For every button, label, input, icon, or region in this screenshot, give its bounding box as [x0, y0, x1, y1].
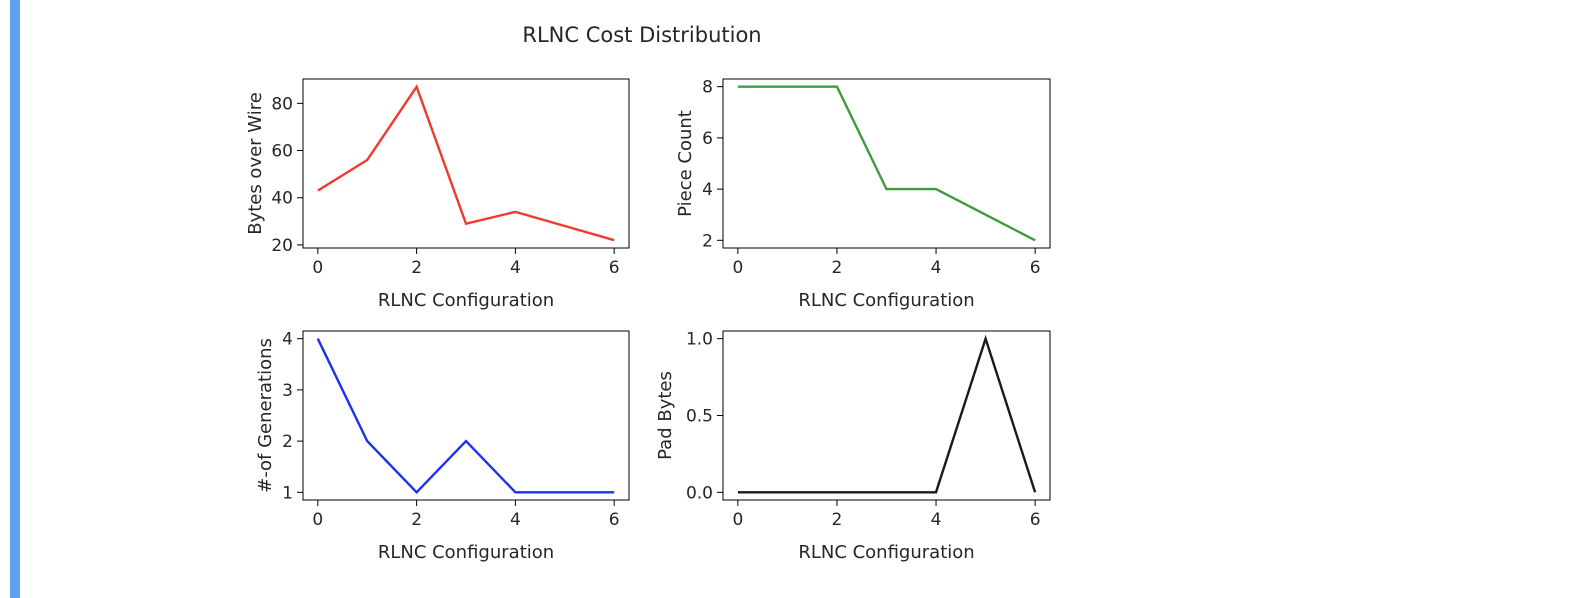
x-tick-label: 4	[931, 510, 942, 530]
x-tick-label: 0	[312, 510, 323, 530]
series-line	[317, 84, 615, 242]
x-tick-label: 6	[609, 258, 620, 278]
x-tick-label: 4	[510, 258, 521, 278]
x-axis-label: RLNC Configuration	[798, 290, 974, 311]
plot-frame	[722, 78, 1051, 249]
y-tick-label: 1	[282, 483, 293, 503]
x-tick-label: 6	[609, 510, 620, 530]
y-tick-label: 80	[271, 94, 293, 114]
x-axis-label: RLNC Configuration	[378, 542, 554, 563]
plot-frame	[722, 330, 1051, 501]
x-tick-label: 0	[312, 258, 323, 278]
x-tick-label: 6	[1030, 258, 1041, 278]
cell-selection-bar	[10, 0, 20, 598]
y-tick-label: 40	[271, 189, 293, 209]
series-line	[316, 338, 615, 495]
x-tick-label: 4	[931, 258, 942, 278]
series-line	[737, 85, 1036, 242]
y-tick-label: 0.0	[686, 483, 713, 503]
x-tick-label: 4	[510, 510, 521, 530]
subplot-3: 0 2 4 6 1 2 3 4 RLNC Configuration #-of Generatio…	[255, 330, 630, 563]
x-axis-label: RLNC Configuration	[798, 542, 974, 563]
y-tick-label: 4	[702, 180, 713, 200]
y-axis-label: Pad Bytes	[655, 371, 676, 460]
x-tick-label: 6	[1030, 510, 1041, 530]
figure-title: RLNC Cost Distribution	[522, 23, 761, 47]
subplot-1: 0 2 4 6 20 40 60 80 RLNC Configuration Bytes over…	[245, 78, 630, 311]
x-tick-label: 2	[411, 510, 422, 530]
y-tick-label: 2	[282, 432, 293, 452]
y-tick-label: 20	[271, 236, 293, 256]
subplot-4: 0 2 4 6 0.0 0.5 1.0 RLNC Configuration Pad Bytes	[655, 330, 1051, 563]
y-tick-label: 3	[282, 381, 293, 401]
y-tick-label: 0.5	[686, 407, 713, 427]
y-tick-label: 1.0	[686, 330, 713, 350]
y-tick-label: 60	[271, 142, 293, 162]
y-tick-label: 8	[702, 78, 713, 98]
y-tick-label: 6	[702, 129, 713, 149]
x-tick-label: 2	[832, 258, 843, 278]
y-tick-label: 2	[702, 231, 713, 251]
x-tick-label: 2	[411, 258, 422, 278]
x-tick-label: 2	[832, 510, 843, 530]
y-axis-label: #-of Generations	[255, 338, 276, 493]
x-tick-label: 0	[732, 510, 743, 530]
y-axis-label: Piece Count	[675, 110, 696, 217]
plot-frame	[302, 78, 630, 249]
y-axis-label: Bytes over Wire	[245, 92, 266, 235]
x-tick-label: 0	[732, 258, 743, 278]
x-axis-label: RLNC Configuration	[378, 290, 554, 311]
series-line	[737, 334, 1037, 494]
y-tick-label: 4	[282, 330, 293, 350]
plot-frame	[302, 330, 630, 501]
